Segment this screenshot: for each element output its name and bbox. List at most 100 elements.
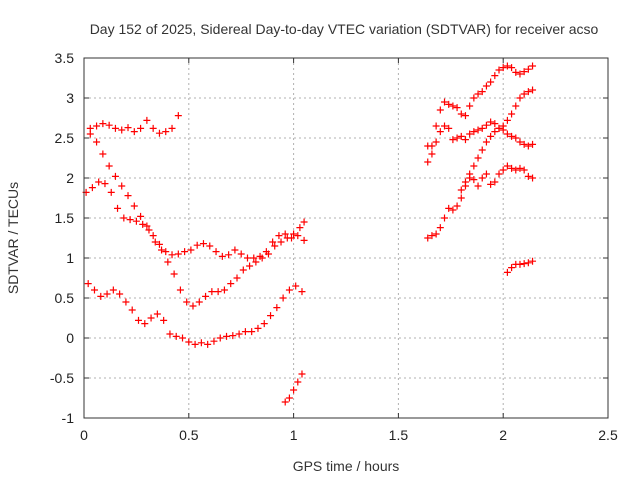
data-point [168, 251, 176, 259]
data-point [235, 330, 243, 338]
data-point [264, 250, 272, 258]
data-point [233, 274, 241, 282]
data-point [478, 174, 486, 182]
data-point [189, 302, 197, 310]
data-point [168, 124, 176, 132]
data-point [199, 240, 207, 248]
data-point [279, 294, 287, 302]
data-point [109, 286, 117, 294]
data-point [275, 232, 283, 240]
data-point [436, 106, 444, 114]
data-point [118, 126, 126, 134]
data-point [300, 236, 308, 244]
y-tick-label: 2 [66, 170, 74, 186]
data-point [503, 116, 511, 124]
data-point [179, 334, 187, 342]
data-point [258, 254, 266, 262]
data-point [470, 94, 478, 102]
data-point [466, 102, 474, 110]
data-point [482, 121, 490, 129]
data-point [466, 130, 474, 138]
data-point [508, 132, 516, 140]
data-point [130, 128, 138, 136]
data-point [204, 340, 212, 348]
data-point [466, 174, 474, 182]
data-point [487, 78, 495, 86]
data-point [137, 212, 145, 220]
data-point [241, 328, 249, 336]
y-tick-label: 0.5 [55, 290, 75, 306]
data-point [134, 316, 142, 324]
data-point [285, 286, 293, 294]
data-point [499, 122, 507, 130]
data-point [281, 398, 289, 406]
data-point [250, 254, 258, 262]
data-point [174, 250, 182, 258]
data-point [503, 268, 511, 276]
data-point [145, 226, 153, 234]
x-tick-label: 2 [499, 427, 507, 443]
data-point [432, 230, 440, 238]
data-point [516, 260, 524, 268]
y-tick-label: 3.5 [55, 50, 75, 66]
x-tick-label: 2.5 [598, 427, 618, 443]
data-point [124, 124, 132, 132]
data-point [292, 282, 300, 290]
y-axis-label: SDTVAR / TECUs [5, 182, 21, 294]
data-point [474, 126, 482, 134]
data-point [86, 130, 94, 138]
series-track-e [281, 370, 306, 406]
data-point [99, 120, 107, 128]
series-track-g [424, 62, 537, 166]
data-point [453, 134, 461, 142]
data-point [111, 172, 119, 180]
data-point [95, 178, 103, 186]
data-point [164, 258, 172, 266]
data-point [457, 110, 465, 118]
x-axis-label: GPS time / hours [293, 458, 400, 474]
data-point [520, 166, 528, 174]
data-point [474, 154, 482, 162]
data-point [172, 332, 180, 340]
data-point [124, 192, 132, 200]
data-point [524, 88, 532, 96]
data-point [139, 220, 147, 228]
data-point [474, 182, 482, 190]
data-point [191, 340, 199, 348]
data-point [491, 178, 499, 186]
data-point [529, 174, 537, 182]
plot-frame [83, 57, 609, 419]
data-point [432, 122, 440, 130]
data-point [246, 262, 254, 270]
data-point [445, 204, 453, 212]
y-tick-label: 1.5 [55, 210, 75, 226]
data-point [495, 170, 503, 178]
data-point [141, 320, 149, 328]
data-point [99, 150, 107, 158]
data-point [147, 314, 155, 322]
data-point [122, 298, 130, 306]
data-point [166, 330, 174, 338]
data-point [499, 166, 507, 174]
data-point [160, 316, 168, 324]
data-point [516, 70, 524, 78]
data-point [93, 138, 101, 146]
data-point [227, 280, 235, 288]
data-point [149, 124, 157, 132]
data-point [212, 248, 220, 256]
data-point [225, 251, 233, 259]
data-point [296, 224, 304, 232]
data-point [285, 394, 293, 402]
data-point [162, 248, 170, 256]
data-point [239, 266, 247, 274]
data-point [432, 138, 440, 146]
data-point [300, 218, 308, 226]
data-point [208, 288, 216, 296]
data-point [116, 290, 124, 298]
data-point [508, 110, 516, 118]
series-track-f [424, 118, 537, 158]
data-point [151, 238, 159, 246]
data-point [512, 68, 520, 76]
data-point [441, 122, 449, 130]
